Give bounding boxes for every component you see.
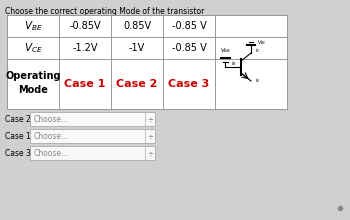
Text: Case 2: Case 2	[5, 114, 31, 123]
Bar	[30, 146, 155, 160]
Text: $V_{CE}$: $V_{CE}$	[24, 41, 42, 55]
Text: Mode: Mode	[18, 85, 48, 95]
Text: -0.85V: -0.85V	[69, 21, 101, 31]
Bar	[30, 129, 155, 143]
Text: ÷: ÷	[147, 133, 153, 139]
Text: Case 1: Case 1	[5, 132, 31, 141]
Text: Operating: Operating	[5, 71, 61, 81]
Text: -1V: -1V	[129, 43, 145, 53]
Text: Choose...: Choose...	[34, 132, 69, 141]
Text: $i_C$: $i_C$	[255, 47, 261, 55]
Text: $V_{BB}$: $V_{BB}$	[219, 47, 230, 55]
Bar	[7, 15, 215, 109]
Text: Choose the correct operating Mode of the transistor: Choose the correct operating Mode of the…	[5, 7, 204, 16]
Text: Case 2: Case 2	[116, 79, 158, 89]
Text: ÷: ÷	[147, 116, 153, 122]
Bar	[215, 15, 287, 109]
Text: -1.2V: -1.2V	[72, 43, 98, 53]
Text: ÷: ÷	[147, 150, 153, 156]
Text: $i_E$: $i_E$	[255, 77, 260, 85]
Text: $V_{BC}$: $V_{BC}$	[257, 38, 267, 48]
Text: Choose...: Choose...	[34, 114, 69, 123]
Text: Case 3: Case 3	[5, 148, 31, 158]
Text: Case 1: Case 1	[64, 79, 106, 89]
Text: $i_B$: $i_B$	[231, 60, 236, 68]
Text: 0.85V: 0.85V	[123, 21, 151, 31]
Text: Choose...: Choose...	[34, 148, 69, 158]
Text: $V_{BE}$: $V_{BE}$	[24, 19, 42, 33]
Bar	[30, 112, 155, 126]
Text: -0.85 V: -0.85 V	[172, 43, 206, 53]
Text: -0.85 V: -0.85 V	[172, 21, 206, 31]
Text: Case 3: Case 3	[168, 79, 210, 89]
